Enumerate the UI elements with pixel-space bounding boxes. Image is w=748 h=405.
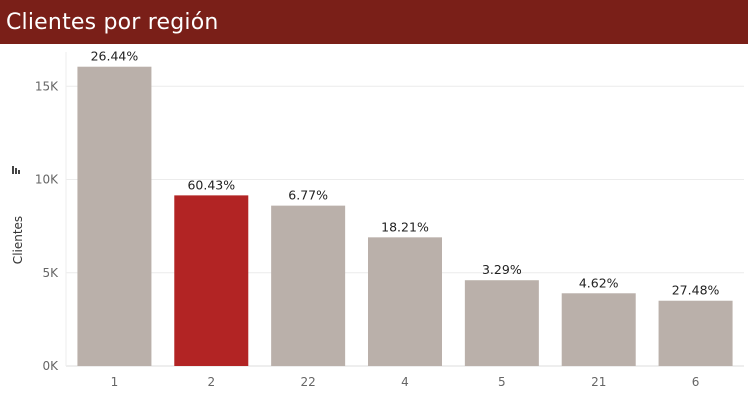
- x-tick-label: 2: [207, 375, 215, 389]
- y-tick-label: 15K: [35, 79, 59, 93]
- bar[interactable]: [464, 280, 539, 366]
- x-tick-label: 6: [692, 375, 700, 389]
- bar[interactable]: [561, 293, 636, 366]
- data-labels: 26.44% 60.43% 6.77% 18.21% 3.29% 4.62% 27.48%: [91, 49, 720, 298]
- bar-chart: 0K 5K 10K 15K 26.44% 60.43% 6.77% 18.21% 3.29% 4…: [11, 49, 744, 389]
- sort-icon[interactable]: [12, 166, 20, 174]
- y-axis-ticks: 0K 5K 10K 15K: [35, 79, 59, 373]
- data-label: 18.21%: [381, 219, 429, 234]
- y-tick-label: 0K: [42, 359, 59, 373]
- bar[interactable]: [174, 195, 249, 366]
- y-tick-label: 5K: [42, 266, 59, 280]
- bar[interactable]: [271, 205, 346, 366]
- header-bar: Clientes por región: [0, 0, 748, 44]
- x-tick-label: 22: [301, 375, 316, 389]
- y-tick-label: 10K: [35, 173, 59, 187]
- y-axis-title: Clientes: [11, 216, 25, 264]
- data-label: 60.43%: [187, 177, 235, 192]
- y-axis-title-group: Clientes: [11, 216, 25, 264]
- x-axis-ticks: 1 2 22 4 5 21 6: [111, 375, 700, 389]
- data-label: 26.44%: [91, 49, 139, 64]
- data-label: 4.62%: [579, 275, 619, 290]
- chart-title: Clientes por región: [6, 9, 219, 35]
- data-label: 6.77%: [288, 188, 328, 203]
- x-tick-label: 21: [591, 375, 606, 389]
- bar[interactable]: [77, 66, 152, 366]
- chart-area: 0K 5K 10K 15K 26.44% 60.43% 6.77% 18.21% 3.29% 4…: [0, 44, 748, 400]
- bar[interactable]: [658, 300, 733, 366]
- x-tick-label: 4: [401, 375, 409, 389]
- x-tick-label: 5: [498, 375, 506, 389]
- data-label: 3.29%: [482, 262, 522, 277]
- x-tick-label: 1: [111, 375, 119, 389]
- bars: [77, 66, 733, 366]
- data-label: 27.48%: [672, 283, 720, 298]
- bar[interactable]: [368, 237, 442, 366]
